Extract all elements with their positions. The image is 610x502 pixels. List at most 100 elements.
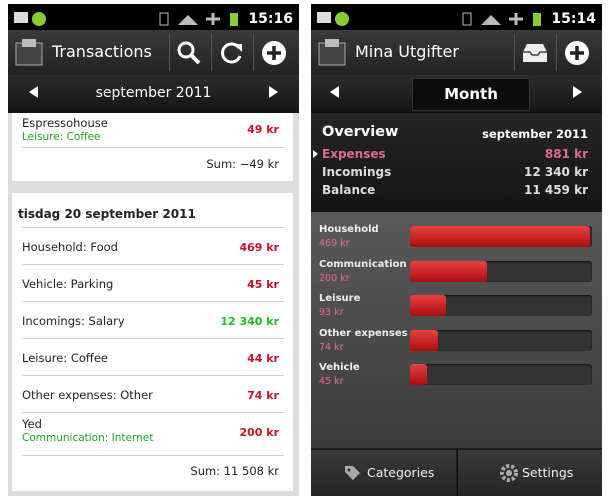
- divider: [22, 375, 284, 376]
- bar: [410, 260, 487, 282]
- overview-value: 11 459 kr: [523, 183, 588, 197]
- category-name: Communication: [319, 258, 407, 270]
- tab-bar: Categories Settings: [311, 448, 602, 496]
- overview-label: Incomings: [322, 165, 392, 179]
- app-header: Mina Utgifter: [311, 30, 602, 75]
- transaction-card: Espressohouse Leisure: Coffee 49 kr Sum:…: [12, 113, 293, 181]
- category-amount: 200 kr: [319, 272, 350, 284]
- app-icon: [15, 39, 43, 66]
- divider: [22, 455, 284, 456]
- transaction-name: Leisure: Coffee: [22, 351, 108, 365]
- category-name: Other expenses: [319, 327, 408, 339]
- refresh-button[interactable]: [219, 40, 245, 66]
- tab-button[interactable]: Settings: [457, 450, 602, 496]
- notification-icons: [14, 12, 46, 26]
- sum-label: Sum: −49 kr: [206, 157, 279, 171]
- month-nav: september 2011: [8, 75, 299, 113]
- transaction-name: Vehicle: Parking: [22, 277, 114, 291]
- add-button[interactable]: [261, 40, 287, 66]
- category-amount: 93 kr: [319, 307, 344, 318]
- day-card: tisdag 20 september 2011 Sum: 11 508 kr …: [12, 193, 293, 491]
- bar: [410, 329, 439, 351]
- bar-track: [410, 226, 592, 247]
- separator: [514, 34, 515, 71]
- settings-icon: [500, 464, 518, 482]
- prev-button[interactable]: [29, 86, 38, 98]
- period-nav: Month: [311, 75, 602, 113]
- transaction-amount: 49 kr: [247, 123, 279, 136]
- transaction-amount: 469 kr: [239, 241, 279, 254]
- app-icon: [318, 39, 346, 66]
- bar: [410, 364, 428, 385]
- bar-track: [410, 364, 592, 385]
- overview-month: september 2011: [482, 127, 588, 141]
- separator: [253, 34, 254, 71]
- selected-marker: [313, 150, 318, 158]
- clock: 15:14: [551, 11, 596, 27]
- bar-track: [410, 329, 592, 351]
- clock: 15:16: [248, 11, 293, 27]
- transaction-amount: 200 kr: [239, 426, 279, 439]
- bar: [410, 295, 446, 316]
- category-amount: 74 kr: [319, 341, 344, 353]
- transaction-amount: 44 kr: [247, 352, 279, 365]
- bar-track: [410, 260, 592, 282]
- status-bar: 15:14: [311, 8, 602, 30]
- add-button[interactable]: [564, 40, 590, 66]
- category-name: Household: [319, 224, 379, 235]
- tab-button[interactable]: Categories: [311, 450, 456, 496]
- app-title: Transactions: [52, 42, 152, 61]
- transaction-amount: 74 kr: [247, 389, 279, 402]
- separator: [211, 34, 212, 71]
- inbox-button[interactable]: [519, 40, 551, 66]
- transaction-name: Incomings: Salary: [22, 314, 125, 328]
- prev-button[interactable]: [330, 86, 339, 98]
- overview-value: 12 340 kr: [523, 165, 588, 179]
- divider: [22, 227, 284, 228]
- overview-label: Balance: [322, 183, 376, 197]
- divider: [22, 338, 284, 339]
- category-chart: Household 469 kr Communication 200 kr Leisur…: [311, 212, 602, 448]
- tab-label: Settings: [522, 465, 574, 480]
- transaction-name: Other expenses: Other: [22, 388, 153, 402]
- notification-icons: [317, 12, 349, 26]
- transaction-amount: 12 340 kr: [220, 315, 279, 328]
- separator: [169, 34, 170, 71]
- tag-icon: [345, 466, 360, 480]
- next-button[interactable]: [269, 86, 278, 98]
- phone-left: 15:16 Transactions september 2011 Espres…: [8, 4, 299, 496]
- list-area: Espressohouse Leisure: Coffee 49 kr Sum:…: [8, 113, 299, 496]
- overview-value: 881 kr: [544, 147, 588, 161]
- transaction-name: Household: Food: [22, 240, 118, 254]
- bar: [410, 226, 590, 247]
- category-name: Leisure: [319, 293, 361, 304]
- tab-label: Categories: [367, 465, 435, 480]
- period-selector[interactable]: Month: [412, 78, 530, 111]
- app-title: Mina Utgifter: [355, 42, 459, 61]
- overview-label: Expenses: [322, 147, 386, 161]
- divider: [22, 412, 284, 413]
- signal-icons: [462, 12, 541, 26]
- separator: [556, 34, 557, 71]
- app-header: Transactions: [8, 30, 299, 75]
- status-bar: 15:16: [8, 8, 299, 30]
- phone-right: 15:14 Mina Utgifter Month Overview septe…: [311, 4, 602, 496]
- bar-track: [410, 295, 592, 316]
- category-amount: 45 kr: [319, 376, 344, 387]
- search-button[interactable]: [176, 40, 202, 66]
- signal-icons: [159, 12, 238, 26]
- transaction-category: Leisure: Coffee: [22, 131, 101, 143]
- day-date: tisdag 20 september 2011: [18, 207, 196, 221]
- category-amount: 469 kr: [319, 238, 350, 249]
- transaction-name: Espressohouse: [22, 116, 108, 130]
- overview-title: Overview: [322, 124, 399, 140]
- category-name: Vehicle: [319, 362, 360, 373]
- transaction-amount: 45 kr: [247, 278, 279, 291]
- next-button[interactable]: [573, 86, 582, 98]
- divider: [22, 147, 284, 148]
- overview-panel: Overview september 2011 Expenses 881 kr In…: [311, 113, 602, 212]
- month-label: september 2011: [95, 85, 212, 101]
- transaction-name: Yed: [22, 417, 42, 431]
- divider: [22, 301, 284, 302]
